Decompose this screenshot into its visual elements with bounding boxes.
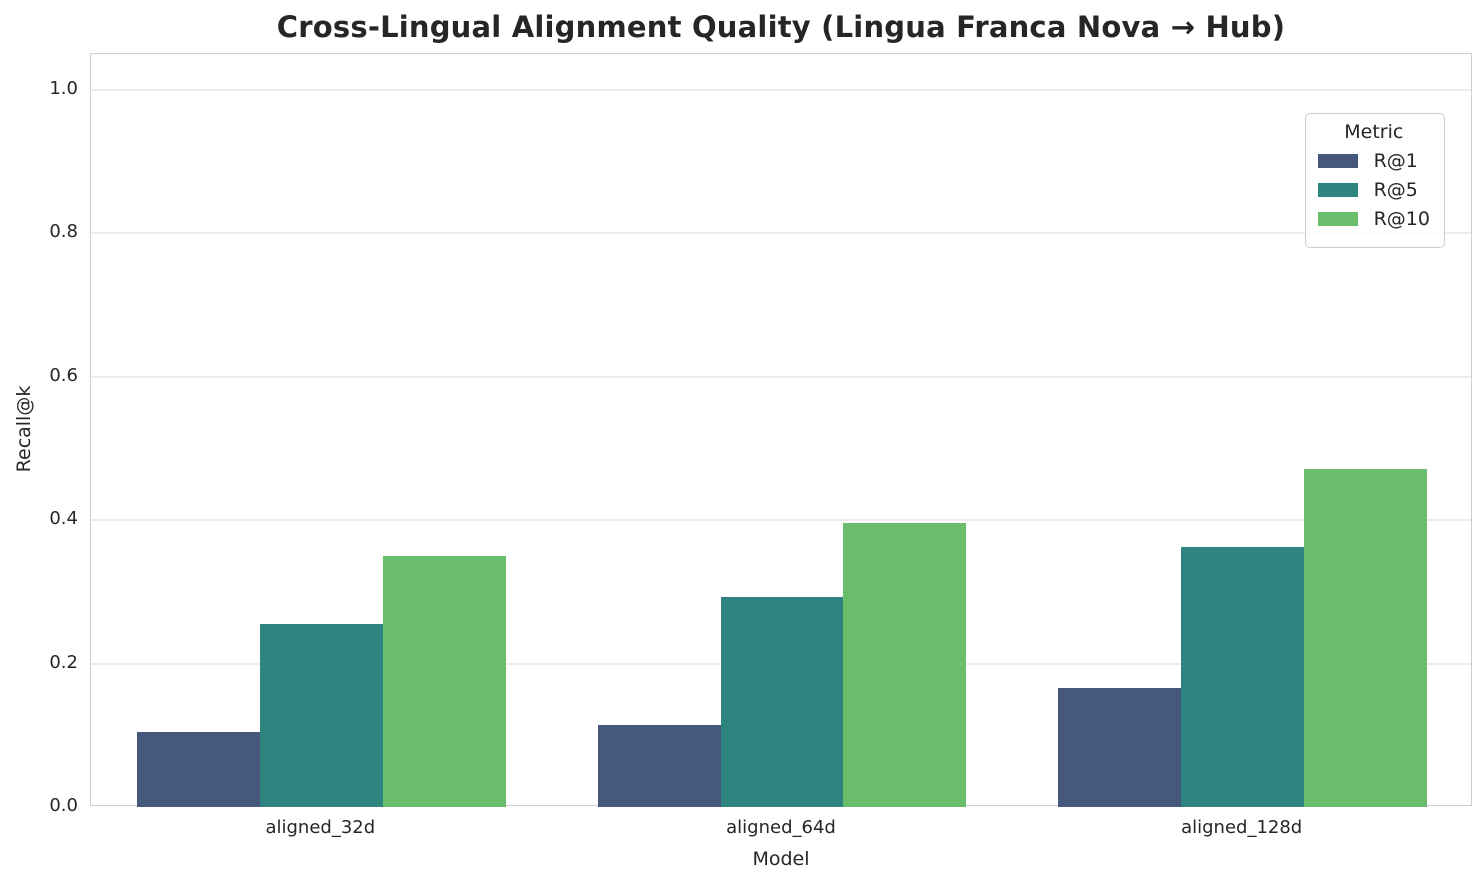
legend-swatch-icon [1317, 212, 1358, 226]
x-tick-label-aligned_64d: aligned_64d [726, 817, 836, 838]
bar-r1-aligned_128d [1058, 687, 1182, 807]
y-tick-label-0.6: 0.6 [49, 364, 78, 386]
y-axis-label: Recall@k [13, 385, 35, 473]
legend-item-r5: R@5 [1317, 179, 1430, 201]
bar-r5-aligned_128d [1181, 546, 1305, 807]
legend-swatch-icon [1317, 183, 1358, 197]
x-axis-label: Model [752, 848, 810, 870]
bar-r10-aligned_128d [1304, 469, 1427, 807]
legend-label: R@1 [1373, 150, 1418, 172]
bar-r5-aligned_64d [720, 596, 844, 807]
bar-r10-aligned_64d [843, 523, 967, 807]
x-tick-label-aligned_128d: aligned_128d [1181, 817, 1303, 838]
x-tick-label-aligned_32d: aligned_32d [265, 817, 376, 838]
y-tick-label-0.2: 0.2 [49, 651, 78, 673]
bar-r5-aligned_32d [259, 624, 383, 807]
bar-r10-aligned_32d [382, 556, 506, 807]
legend-item-r1: R@1 [1317, 150, 1430, 172]
legend-label: R@10 [1373, 208, 1430, 230]
gridline-y-0.4 [91, 519, 1471, 522]
gridline-y-0.8 [91, 232, 1471, 235]
legend-title: Metric [1344, 121, 1404, 143]
legend: Metric R@1 R@5 R@10 [1304, 113, 1445, 248]
chart-title: Cross-Lingual Alignment Quality (Lingua … [276, 10, 1286, 44]
legend-items: R@1 R@5 R@10 [1317, 150, 1430, 230]
bar-r1-aligned_32d [137, 732, 260, 807]
gridline-y-1.0 [91, 88, 1471, 91]
legend-label: R@5 [1373, 179, 1418, 201]
y-tick-label-1.0: 1.0 [49, 77, 78, 99]
legend-item-r10: R@10 [1317, 208, 1430, 230]
y-tick-label-0.4: 0.4 [49, 508, 78, 530]
legend-swatch-icon [1317, 154, 1358, 168]
bar-r1-aligned_64d [597, 724, 721, 807]
gridline-y-0.6 [91, 375, 1471, 378]
plot-area: Metric R@1 R@5 R@10 [90, 53, 1472, 807]
y-tick-label-0.8: 0.8 [49, 221, 78, 243]
y-tick-label-0.0: 0.0 [49, 795, 78, 816]
